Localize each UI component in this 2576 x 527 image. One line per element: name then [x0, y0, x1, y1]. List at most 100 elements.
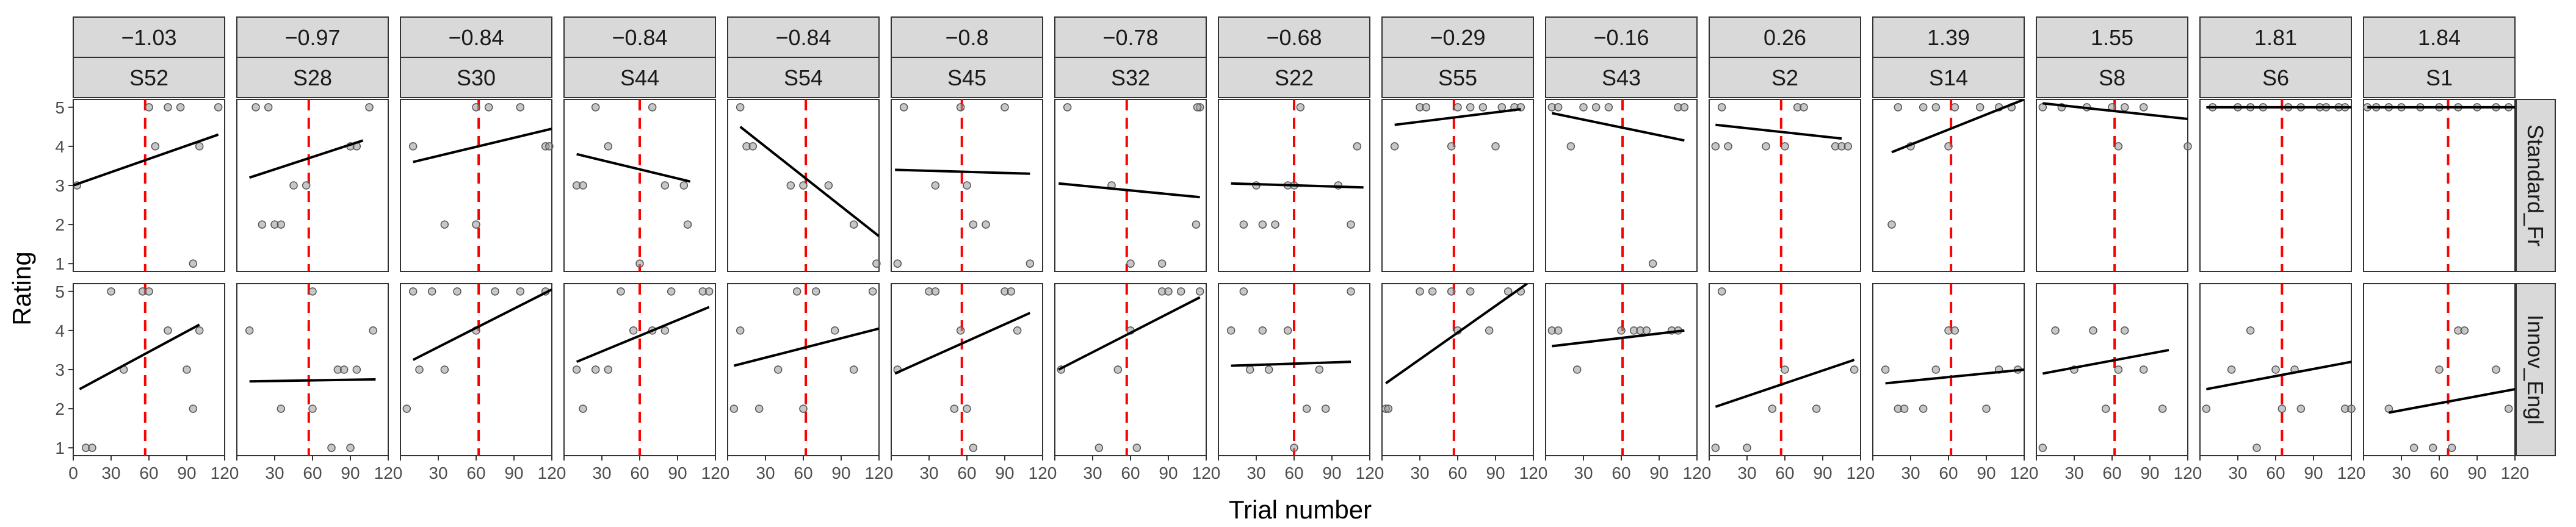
- data-point: [1950, 326, 1959, 335]
- data-point: [572, 365, 581, 374]
- y-tick-label: 5: [55, 98, 65, 117]
- data-point: [729, 404, 739, 413]
- data-point: [516, 287, 525, 296]
- facet-strip-subject: [563, 57, 716, 98]
- data-point: [440, 220, 449, 229]
- data-point: [1290, 443, 1298, 452]
- x-tick-label: 60: [2102, 464, 2121, 482]
- facet-strip-value: [1545, 16, 1698, 58]
- trend-line: [895, 168, 1030, 175]
- data-point: [956, 103, 965, 112]
- x-tick-label: 90: [2140, 464, 2159, 482]
- data-point: [1717, 287, 1726, 296]
- x-tick-label: 30: [1410, 464, 1429, 482]
- data-point: [2252, 443, 2261, 452]
- data-point: [289, 181, 298, 190]
- data-point: [2227, 365, 2236, 374]
- data-point: [1887, 220, 1896, 229]
- data-point: [308, 404, 317, 413]
- data-point: [1944, 142, 1953, 151]
- data-point: [1258, 326, 1267, 335]
- facet-strip-subject: [1054, 57, 1207, 98]
- data-point: [1894, 103, 1903, 112]
- facet-row-label: Innov_Engl: [2523, 315, 2548, 425]
- x-tick-label: 0: [68, 464, 78, 482]
- data-point: [107, 287, 115, 296]
- data-point: [868, 287, 877, 296]
- data-point: [1850, 365, 1859, 374]
- panel-background: [400, 283, 552, 456]
- data-point: [258, 220, 267, 229]
- data-point: [251, 103, 260, 112]
- trend-line: [733, 327, 879, 367]
- facet-value-label: 1.81: [2254, 25, 2297, 50]
- facet-value-label: −1.03: [121, 25, 176, 50]
- trend-line: [1394, 108, 1521, 126]
- data-point: [950, 404, 959, 413]
- trend-line: [739, 126, 879, 237]
- facet-strip-subject: [891, 57, 1043, 98]
- x-tick-label: 30: [265, 464, 284, 482]
- x-tick-label: 30: [1574, 464, 1593, 482]
- data-point: [786, 181, 795, 190]
- x-tick-label: 60: [1121, 464, 1140, 482]
- y-tick-label: 3: [55, 176, 65, 195]
- panel-background: [400, 99, 552, 272]
- data-point: [931, 287, 940, 296]
- facet-subject-label: S54: [784, 65, 823, 90]
- facet-strip-value: [73, 16, 225, 58]
- data-point: [1390, 142, 1399, 151]
- x-tick-label: 90: [341, 464, 360, 482]
- trend-line: [249, 378, 376, 383]
- x-tick-label: 30: [919, 464, 938, 482]
- data-point: [472, 220, 480, 229]
- panel-background: [1709, 99, 1861, 272]
- facet-value-label: 1.55: [2091, 25, 2133, 50]
- panel-background: [236, 283, 389, 456]
- data-point: [1762, 142, 1770, 151]
- data-point: [516, 103, 525, 112]
- data-point: [1226, 326, 1236, 335]
- facet-value-label: −0.84: [448, 25, 504, 50]
- facet-value-label: −0.97: [284, 25, 340, 50]
- data-point: [1353, 142, 1362, 151]
- data-point: [308, 287, 317, 296]
- data-point: [1347, 220, 1355, 229]
- data-point: [183, 365, 191, 374]
- trend-line: [412, 288, 552, 361]
- data-point: [145, 287, 153, 296]
- data-point: [1094, 443, 1104, 452]
- data-point: [648, 103, 657, 112]
- x-tick-label: 120: [1192, 464, 1221, 482]
- facet-subject-label: S22: [1275, 65, 1314, 90]
- data-point: [1347, 287, 1355, 296]
- data-point: [189, 404, 198, 413]
- data-point: [1591, 103, 1601, 112]
- data-point: [1717, 103, 1726, 112]
- data-point: [824, 181, 833, 190]
- x-tick-label: 60: [1284, 464, 1303, 482]
- trend-line: [1058, 296, 1201, 371]
- data-point: [660, 326, 670, 335]
- trend-line: [1552, 329, 1685, 348]
- trend-line: [1231, 182, 1364, 189]
- panel-background: [236, 99, 389, 272]
- data-point: [1604, 103, 1613, 112]
- data-point: [1491, 142, 1500, 151]
- data-point: [1157, 259, 1167, 268]
- data-point: [1781, 365, 1789, 374]
- data-point: [1919, 103, 1928, 112]
- x-tick-label: 30: [756, 464, 775, 482]
- x-tick-label: 30: [2228, 464, 2247, 482]
- data-point: [164, 103, 172, 112]
- facet-subject-label: S6: [2262, 65, 2289, 90]
- x-tick-label: 60: [1612, 464, 1630, 482]
- data-point: [617, 287, 625, 296]
- y-tick-label: 3: [55, 360, 65, 379]
- x-tick-label: 60: [2429, 464, 2448, 482]
- facet-strip-subject: [727, 57, 880, 98]
- data-point: [1126, 259, 1135, 268]
- x-tick-label: 60: [1939, 464, 1958, 482]
- facet-strip-row: [2516, 283, 2556, 456]
